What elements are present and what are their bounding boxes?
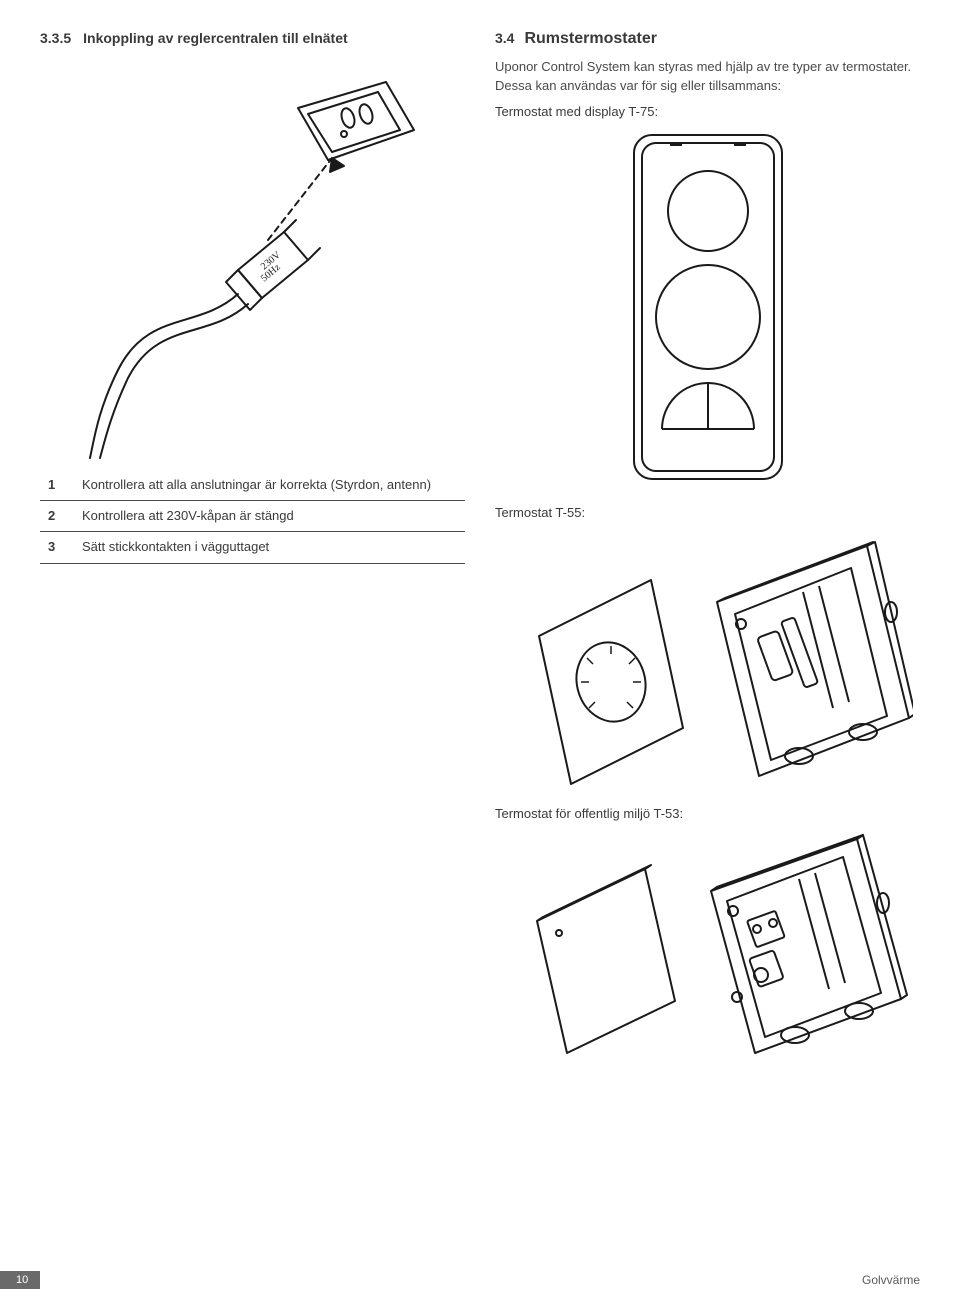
t75-label: Termostat med display T-75: (495, 104, 920, 119)
section-3-3-5-heading: 3.3.5 Inkoppling av reglercentralen till … (40, 30, 465, 46)
t53-label: Termostat för offentlig miljö T-53: (495, 806, 920, 821)
heading-text: Rumstermostater (524, 30, 656, 47)
table-row: 1 Kontrollera att alla anslutningar är k… (40, 470, 465, 501)
steps-table: 1 Kontrollera att alla anslutningar är k… (40, 470, 465, 564)
heading-number: 3.4 (495, 30, 514, 46)
step-text: Kontrollera att 230V-kåpan är stängd (74, 501, 465, 532)
t55-label: Termostat T-55: (495, 505, 920, 520)
step-number: 1 (40, 470, 74, 501)
page-number: 10 (0, 1271, 40, 1289)
plug-outlet-illustration: 230V 50Hz (88, 70, 418, 460)
page-footer: 10 Golvvärme (0, 1271, 960, 1289)
thermostat-t53-illustration (503, 829, 913, 1059)
footer-title: Golvvärme (862, 1273, 920, 1287)
intro-paragraph: Uponor Control System kan styras med hjä… (495, 58, 920, 96)
table-row: 3 Sätt stickkontakten i vägguttaget (40, 532, 465, 563)
step-text: Kontrollera att alla anslutningar är kor… (74, 470, 465, 501)
heading-text: Inkoppling av reglercentralen till elnät… (83, 30, 348, 46)
thermostat-t75-illustration (608, 127, 808, 487)
section-3-4-heading: 3.4 Rumstermostater (495, 30, 920, 48)
thermostat-t55-illustration (503, 528, 913, 788)
heading-number: 3.3.5 (40, 30, 71, 46)
step-text: Sätt stickkontakten i vägguttaget (74, 532, 465, 563)
step-number: 3 (40, 532, 74, 563)
table-row: 2 Kontrollera att 230V-kåpan är stängd (40, 501, 465, 532)
step-number: 2 (40, 501, 74, 532)
